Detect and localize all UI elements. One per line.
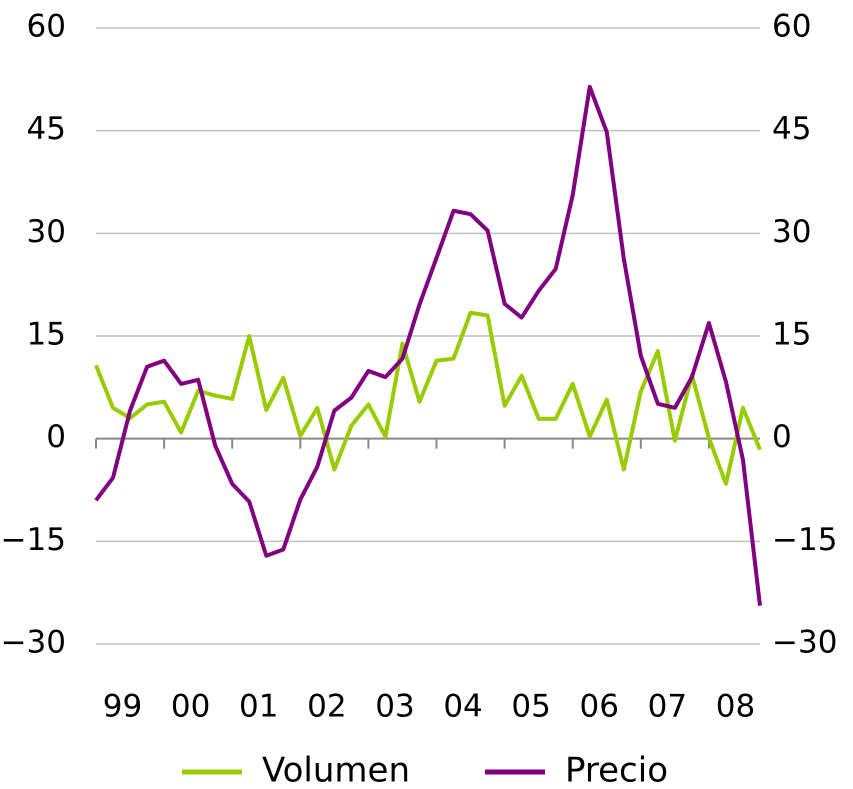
series-line [94,84,762,606]
x-tick-label: 00 [171,689,210,725]
y-tick-label: 15 [27,317,66,353]
y-tick-label: 30 [27,214,66,250]
y-tick-label: 0 [46,419,66,455]
y2-tick-label: −30 [772,625,837,661]
y-tick-label: −30 [1,625,66,661]
y2-tick-label: 30 [772,214,811,250]
x-tick-label: 01 [239,689,278,725]
legend-label: Volumen [262,751,410,789]
y2-tick-label: 15 [772,317,811,353]
y-tick-label: 45 [27,111,66,147]
y2-tick-label: 60 [772,9,811,45]
y2-tick-label: 45 [772,111,811,147]
x-tick-label: 04 [443,689,482,725]
y2-tick-label: −15 [772,522,837,558]
x-tick-label: 03 [375,689,414,725]
y2-tick-label: 0 [772,419,792,455]
x-tick-label: 99 [103,689,142,725]
x-tick-label: 07 [648,689,687,725]
series-line [94,310,762,486]
x-tick-label: 06 [580,689,619,725]
y-tick-label: −15 [1,522,66,558]
y-tick-label: 60 [27,9,66,45]
x-tick-label: 02 [307,689,346,725]
x-tick-label: 05 [511,689,550,725]
x-tick-label: 08 [716,689,755,725]
legend-label: Precio [565,751,668,789]
